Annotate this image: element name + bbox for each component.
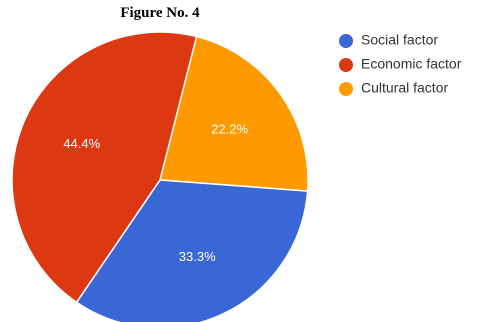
slice-label-cultural-factor: 22.2% bbox=[211, 121, 248, 136]
slice-label-social-factor: 33.3% bbox=[179, 249, 216, 264]
pie-slice-cultural-factor bbox=[159, 35, 309, 192]
pie-slice-economic-factor bbox=[11, 31, 198, 304]
pie-slice-social-factor bbox=[75, 179, 309, 322]
legend-marker-social-factor bbox=[339, 34, 353, 48]
legend: Social factor Economic factor Cultural fac… bbox=[339, 32, 462, 96]
legend-marker-economic-factor bbox=[339, 58, 353, 72]
legend-marker-cultural-factor bbox=[339, 82, 353, 96]
legend-label-cultural-factor: Cultural factor bbox=[361, 80, 448, 96]
legend-label-economic-factor: Economic factor bbox=[361, 56, 462, 72]
legend-label-social-factor: Social factor bbox=[361, 32, 438, 48]
pie-slices bbox=[11, 31, 309, 322]
chart-title: Figure No. 4 bbox=[120, 5, 200, 21]
slice-labels: 22.2% 33.3% 44.4% bbox=[63, 121, 248, 263]
slice-label-economic-factor: 44.4% bbox=[63, 136, 100, 151]
